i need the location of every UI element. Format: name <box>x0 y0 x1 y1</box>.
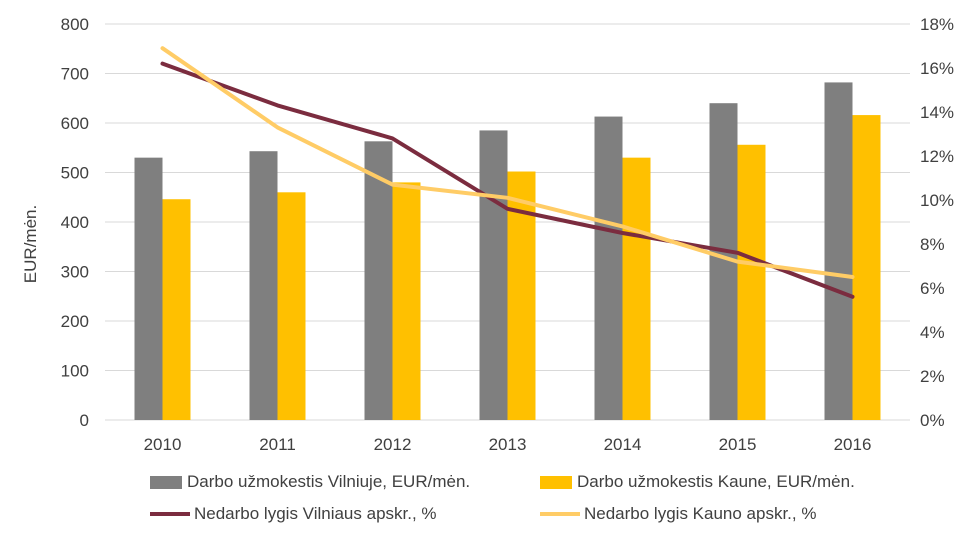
y-right-tick-label: 8% <box>920 235 945 254</box>
y-left-tick-label: 400 <box>61 213 89 232</box>
y-left-tick-label: 100 <box>61 362 89 381</box>
y-left-tick-label: 600 <box>61 114 89 133</box>
y-right-tick-label: 0% <box>920 411 945 430</box>
y-right-tick-label: 2% <box>920 367 945 386</box>
y-left-tick-label: 700 <box>61 65 89 84</box>
x-tick-label: 2013 <box>489 435 527 454</box>
bar-vilnius <box>594 116 623 420</box>
legend-item-bar-kaunas: Darbo užmokestis Kaune, EUR/mėn. <box>540 472 855 491</box>
legend-item-line-kaunas: Nedarbo lygis Kauno apskr., % <box>540 504 816 523</box>
y-right-tick-label: 16% <box>920 59 954 78</box>
legend-label: Nedarbo lygis Kauno apskr., % <box>584 504 816 523</box>
lines <box>160 46 855 299</box>
x-axis-ticks: 2010 2011 2012 2013 2014 2015 2016 <box>144 435 872 454</box>
bar-kaunas <box>277 192 306 420</box>
bar-kaunas <box>737 144 766 420</box>
legend-item-line-vilnius: Nedarbo lygis Vilniaus apskr., % <box>150 504 437 523</box>
bar-vilnius <box>249 151 278 420</box>
y-right-tick-label: 4% <box>920 323 945 342</box>
legend-label: Darbo užmokestis Kaune, EUR/mėn. <box>577 472 855 491</box>
y-axis-title: EUR/mėn. <box>21 205 40 283</box>
bar-vilnius <box>824 82 853 420</box>
y-right-tick-label: 14% <box>920 103 954 122</box>
bars <box>134 82 881 421</box>
y-left-tick-label: 300 <box>61 263 89 282</box>
bar-vilnius <box>364 141 393 420</box>
x-tick-label: 2010 <box>144 435 182 454</box>
y-left-tick-label: 800 <box>61 15 89 34</box>
line-vilnius <box>160 61 855 299</box>
line-kaunas <box>160 46 855 279</box>
bar-kaunas <box>622 157 651 420</box>
legend-label: Darbo užmokestis Vilniuje, EUR/mėn. <box>187 472 470 491</box>
x-tick-label: 2016 <box>834 435 872 454</box>
bar-kaunas <box>392 182 421 420</box>
legend-label: Nedarbo lygis Vilniaus apskr., % <box>194 504 437 523</box>
x-tick-label: 2014 <box>604 435 642 454</box>
x-tick-label: 2012 <box>374 435 412 454</box>
y-right-tick-label: 10% <box>920 191 954 210</box>
legend-swatch <box>150 476 182 489</box>
left-axis-ticks: 0 100 200 300 400 500 600 700 800 <box>61 15 89 430</box>
y-right-tick-label: 6% <box>920 279 945 298</box>
y-left-tick-label: 500 <box>61 164 89 183</box>
bar-kaunas <box>162 199 191 420</box>
bar-kaunas <box>852 115 881 420</box>
right-axis-ticks: 0% 2% 4% 6% 8% 10% 12% 14% 16% 18% <box>920 15 954 430</box>
y-left-tick-label: 200 <box>61 312 89 331</box>
y-left-tick-label: 0 <box>80 411 89 430</box>
legend-swatch <box>540 476 572 489</box>
y-right-tick-label: 18% <box>920 15 954 34</box>
legend: Darbo užmokestis Vilniuje, EUR/mėn. Darbo… <box>150 472 855 523</box>
x-tick-label: 2015 <box>719 435 757 454</box>
bar-vilnius <box>479 130 508 421</box>
bar-vilnius <box>134 157 163 420</box>
legend-item-bar-vilnius: Darbo užmokestis Vilniuje, EUR/mėn. <box>150 472 470 491</box>
x-tick-label: 2011 <box>259 435 296 454</box>
y-right-tick-label: 12% <box>920 147 954 166</box>
